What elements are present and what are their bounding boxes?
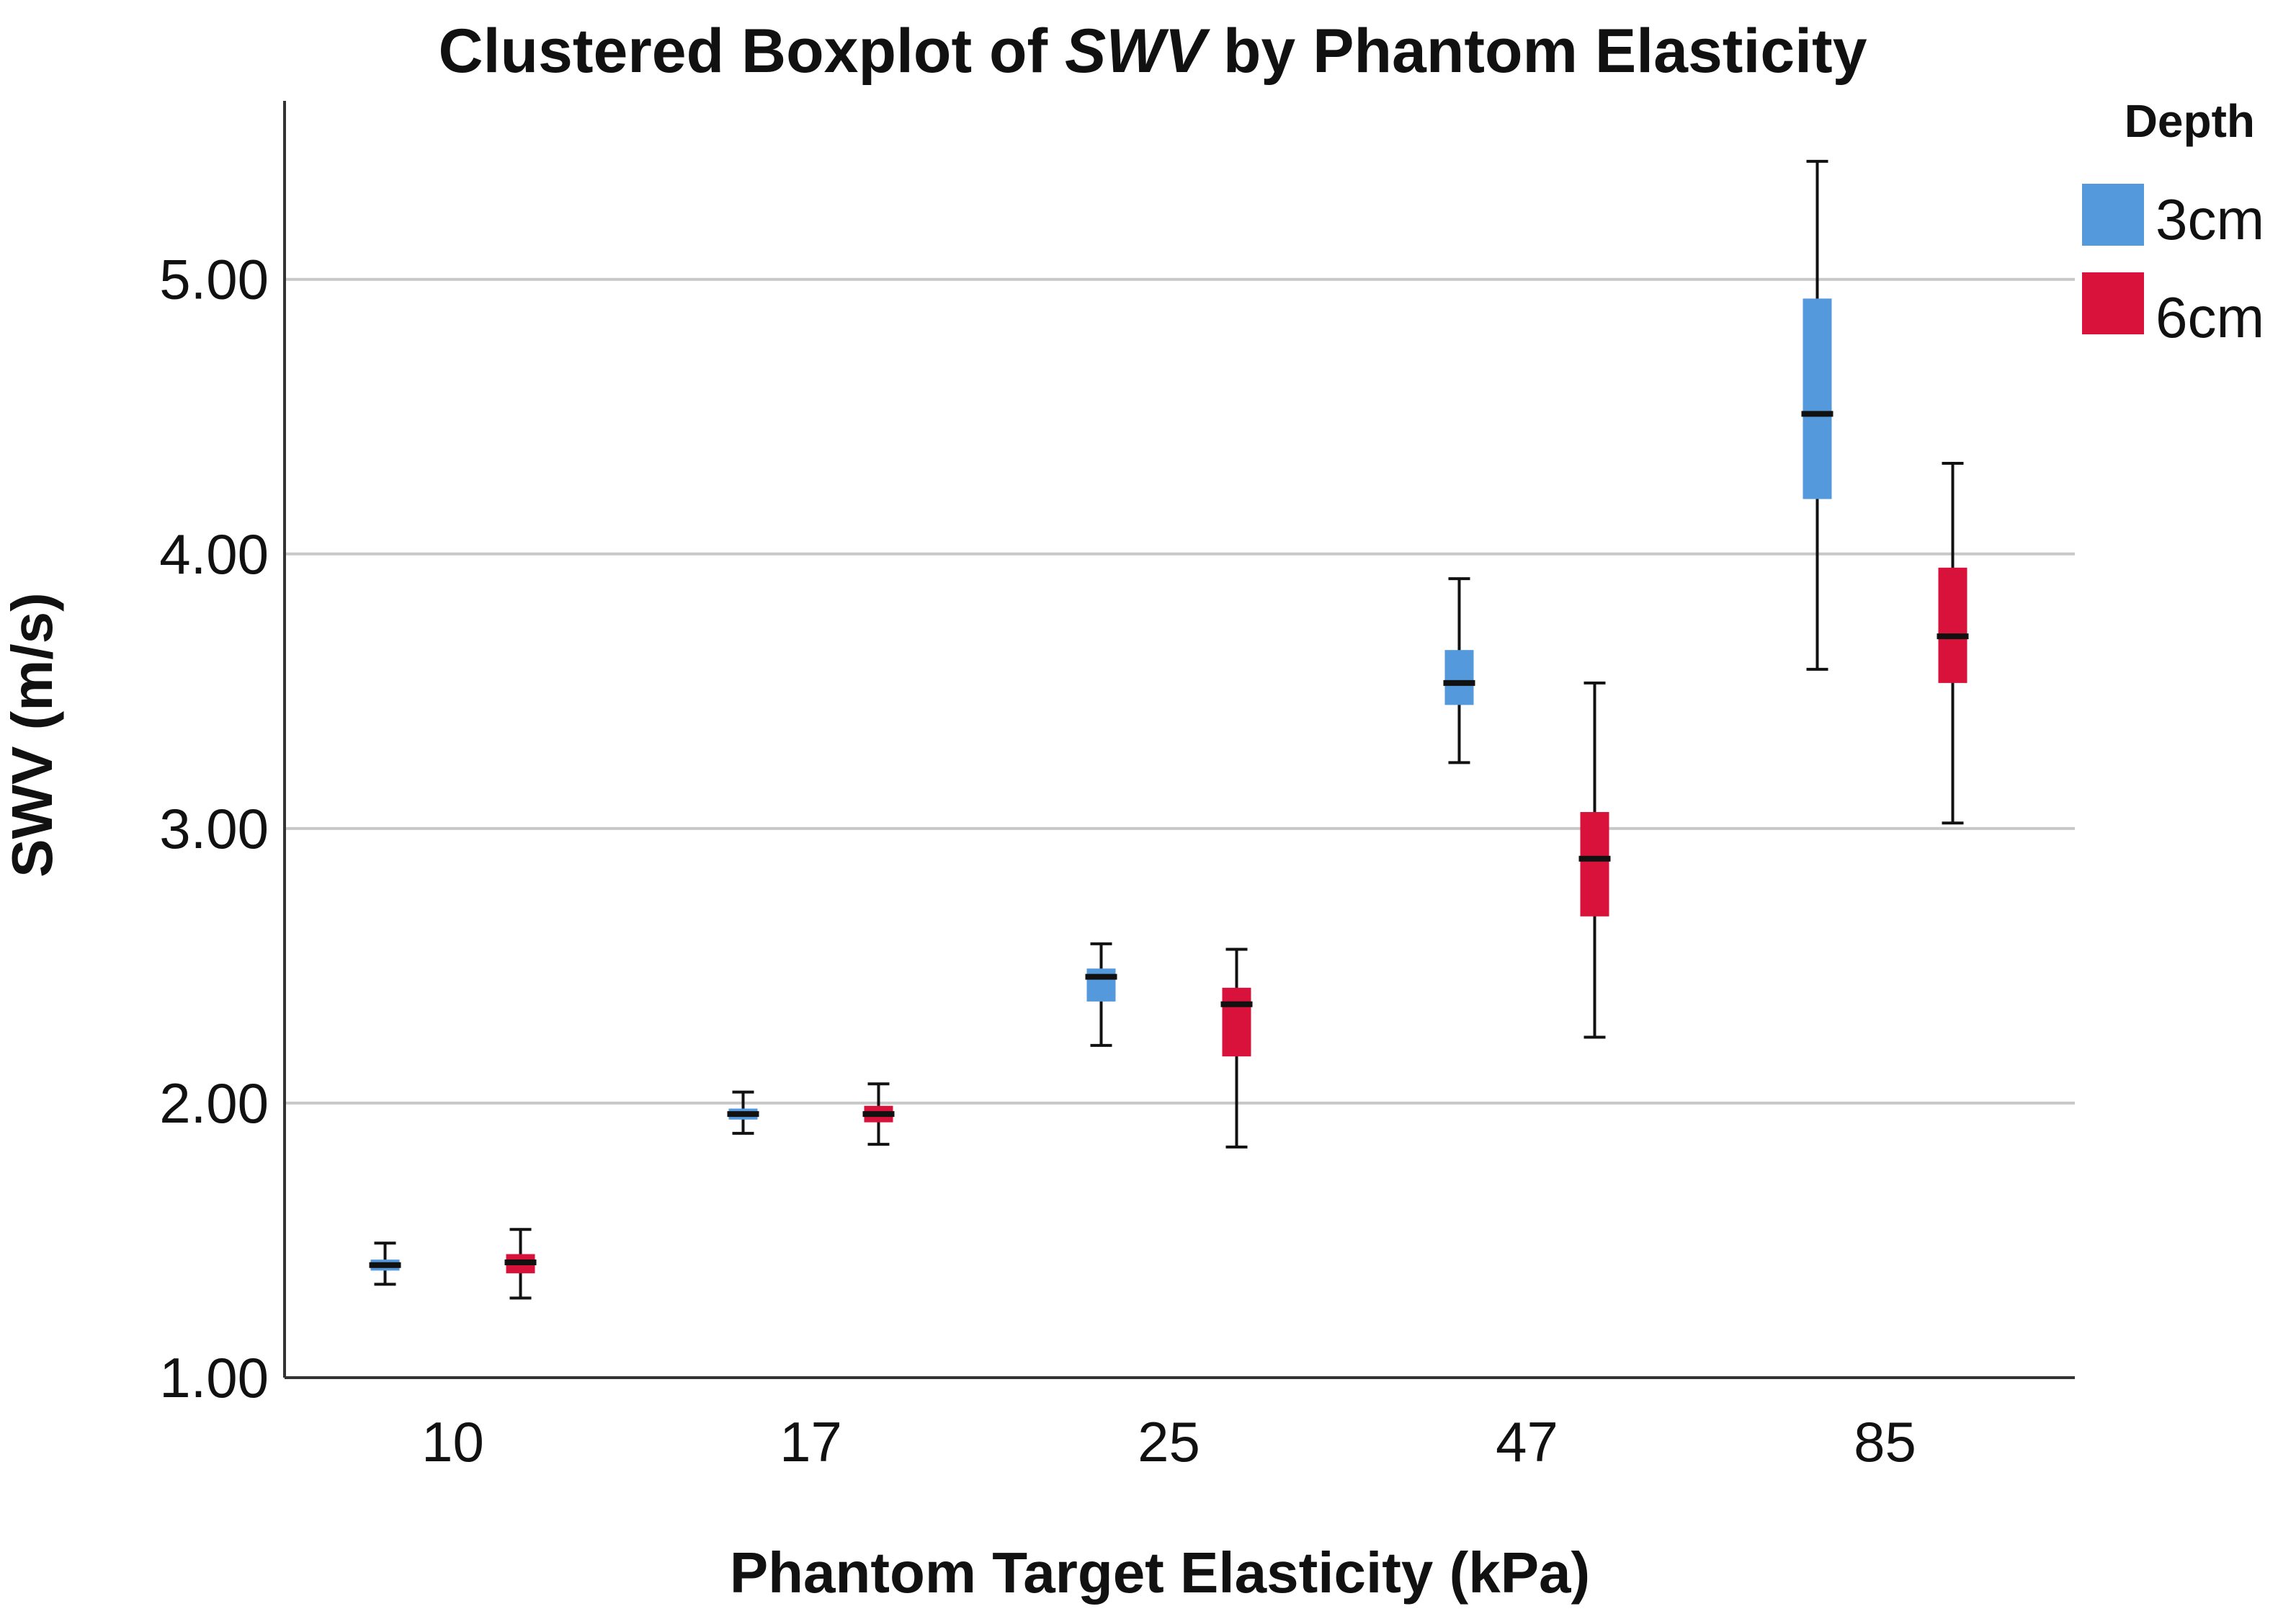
axes [283,101,2075,1379]
boxes [369,159,1969,1300]
boxplot-6cm-47 [1578,681,1611,1039]
boxplot-6cm-10 [504,1228,537,1300]
y-axis-label: SWV (m/s) [0,592,64,878]
box-3cm-25 [1086,968,1116,1002]
box-6cm-47 [1580,811,1609,917]
y-tick-label-2.00: 2.00 [159,1071,269,1135]
boxplot-3cm-17 [727,1090,759,1135]
boxplot-3cm-85 [1801,159,1833,671]
x-axis-label: Phantom Target Elasticity (kPa) [730,1541,1590,1605]
boxplot-6cm-25 [1220,948,1253,1149]
box-6cm-25 [1222,987,1251,1057]
legend: Depth 3cm 6cm [2082,95,2264,349]
boxplot-6cm-17 [862,1082,895,1146]
boxplot-3cm-10 [369,1241,401,1286]
gridlines [285,277,2075,1105]
y-tick-label-4.00: 4.00 [159,522,269,586]
legend-title: Depth [2125,95,2255,147]
chart-title: Clustered Boxplot of SWV by Phantom Elas… [438,17,1867,86]
boxplot-3cm-47 [1443,577,1475,764]
x-tick-label-17: 17 [780,1410,842,1473]
chart-title-part-2: by Phantom Elasticity [1206,17,1867,86]
x-tick-label-47: 47 [1496,1410,1558,1473]
box-3cm-85 [1803,298,1832,499]
legend-swatch-3cm [2082,184,2144,246]
y-tick-label-1.00: 1.00 [159,1346,269,1409]
chart-title-emphasis: SWV [1065,17,1211,86]
legend-label-6cm: 6cm [2156,285,2264,349]
boxplot-3cm-25 [1085,942,1117,1047]
y-axis-ticks: 1.00 2.00 3.00 4.00 5.00 [159,248,269,1409]
legend-label-3cm: 3cm [2156,187,2264,251]
x-tick-label-25: 25 [1138,1410,1200,1473]
box-3cm-47 [1444,650,1474,705]
box-6cm-85 [1938,567,1967,683]
boxplot-6cm-85 [1937,462,1969,825]
legend-swatch-6cm [2082,272,2144,334]
y-tick-label-3.00: 3.00 [159,797,269,860]
x-axis-ticks: 10 17 25 47 85 [421,1410,1916,1473]
x-tick-label-10: 10 [421,1410,484,1473]
y-tick-label-5.00: 5.00 [159,248,269,311]
x-tick-label-85: 85 [1854,1410,1916,1473]
chart-title-part-1: Clustered Boxplot of [438,17,1065,86]
